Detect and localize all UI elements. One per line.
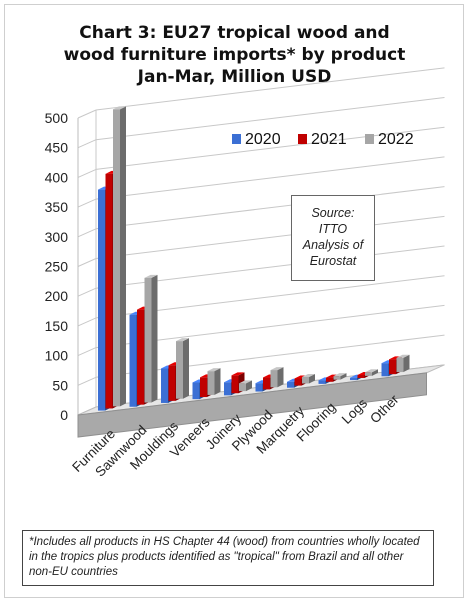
bar-layer [98, 106, 410, 411]
bar-2022-Furniture [113, 109, 120, 407]
bar-top-2021 [231, 372, 245, 376]
chart-title-line-2: wood furniture imports* by product [63, 45, 406, 65]
legend: 2020 2021 2022 [232, 131, 414, 148]
bar-2020-Flooring [318, 380, 326, 384]
bar-2022-Sawnwood [144, 277, 152, 403]
bar-top-2022 [144, 274, 158, 278]
source-annotation: Source: ITTO Analysis of Eurostat [291, 195, 375, 281]
gridline-side [77, 376, 97, 386]
bar-2021-Other [389, 359, 396, 375]
bar-top-2022 [396, 354, 410, 358]
gridline [95, 156, 445, 200]
bar-2020-Sawnwood [129, 314, 137, 407]
bar-2022-Flooring [333, 376, 341, 380]
source-line-4: Eurostat [309, 254, 357, 268]
gridline [95, 67, 445, 111]
bar-2020-Mouldings [161, 368, 168, 403]
bar-2021-Furniture [105, 173, 113, 409]
bar-2022-Other [396, 357, 404, 373]
bar-2022-Veneers [207, 371, 215, 395]
bar-2021-Joinery [231, 375, 239, 394]
bar-2021-Plywood [263, 377, 270, 390]
bar-2020-Joinery [224, 382, 231, 396]
bar-side-2022 [120, 106, 126, 407]
gridline-side [77, 347, 97, 357]
y-tick-label: 300 [45, 229, 69, 245]
bar-2020-Furniture [98, 189, 105, 411]
gridline-side [77, 139, 97, 149]
bar-side-2022 [309, 373, 315, 384]
chart-title-line-3: Jan-Mar, Million USD [137, 67, 332, 87]
legend-label-2022: 2022 [378, 131, 414, 148]
y-tick-label: 200 [45, 288, 69, 304]
gridline [95, 215, 445, 259]
y-tick-label: 500 [45, 110, 69, 126]
gridline-side [77, 228, 97, 238]
bar-2020-Logs [350, 377, 357, 381]
chart-title: Chart 3: EU27 tropical wood and wood fur… [0, 22, 469, 88]
legend-label-2021: 2021 [311, 131, 347, 148]
footnote: *Includes all products in HS Chapter 44 … [22, 530, 434, 586]
y-tick-label: 400 [45, 169, 69, 185]
bar-side-2022 [151, 274, 158, 403]
bar-side-2022 [183, 338, 189, 399]
y-tick-label: 0 [60, 407, 68, 423]
gridline [95, 97, 445, 141]
bar-side-2022 [214, 368, 221, 395]
bar-2020-Plywood [255, 383, 263, 392]
bar-top-2022 [113, 106, 126, 110]
bar-2022-Logs [365, 372, 372, 376]
gridline-side [77, 168, 97, 178]
bar-2020-Other [381, 363, 389, 377]
bar-2021-Marquetry [294, 378, 302, 386]
gridline-side [77, 258, 97, 267]
legend-swatch-2020 [232, 134, 241, 144]
bar-side-2022 [277, 367, 284, 388]
gridline-side [77, 287, 97, 297]
bar-top-2022 [207, 368, 221, 372]
gridline [95, 126, 445, 170]
bar-top-2022 [270, 367, 284, 371]
bar-2021-Logs [357, 375, 365, 378]
bar-top-2022 [302, 373, 315, 377]
bar-2022-Mouldings [176, 341, 183, 399]
source-line-1: Source: [311, 206, 355, 220]
legend-swatch-2022 [365, 134, 374, 144]
bar-top-2022 [176, 338, 189, 342]
gridline-side [77, 109, 97, 119]
y-tick-label: 450 [45, 140, 69, 156]
y-tick-label: 250 [45, 259, 69, 275]
bar-side-2022 [403, 354, 410, 373]
legend-label-2020: 2020 [245, 131, 281, 148]
gridline [95, 186, 445, 230]
bar-top-2022 [239, 380, 252, 384]
bar-2020-Veneers [192, 382, 200, 400]
y-tick-label: 350 [45, 199, 69, 215]
bar-top-2022 [365, 369, 378, 373]
floor-front [77, 372, 427, 438]
bar-2021-Sawnwood [137, 309, 144, 405]
gridline-side [77, 317, 97, 327]
bar-2020-Marquetry [287, 381, 294, 388]
chart-title-line-1: Chart 3: EU27 tropical wood and [79, 23, 390, 43]
bar-side-2022 [246, 380, 252, 392]
bar-top-2022 [333, 373, 347, 377]
source-line-2: ITTO [318, 222, 348, 236]
bar-2022-Marquetry [302, 376, 309, 384]
bar-2021-Veneers [200, 377, 207, 398]
bar-side-2022 [340, 373, 347, 380]
y-tick-label: 150 [45, 318, 69, 334]
gridline-side [77, 198, 97, 208]
source-line-3: Analysis of [302, 238, 364, 252]
bar-2022-Plywood [270, 370, 278, 388]
bar-2021-Flooring [326, 377, 333, 382]
y-tick-label: 100 [45, 348, 69, 364]
y-tick-label: 50 [52, 377, 68, 393]
bar-2021-Mouldings [168, 365, 176, 401]
bar-2022-Joinery [239, 383, 246, 392]
bar-side-2022 [372, 369, 378, 376]
legend-swatch-2021 [298, 134, 307, 144]
